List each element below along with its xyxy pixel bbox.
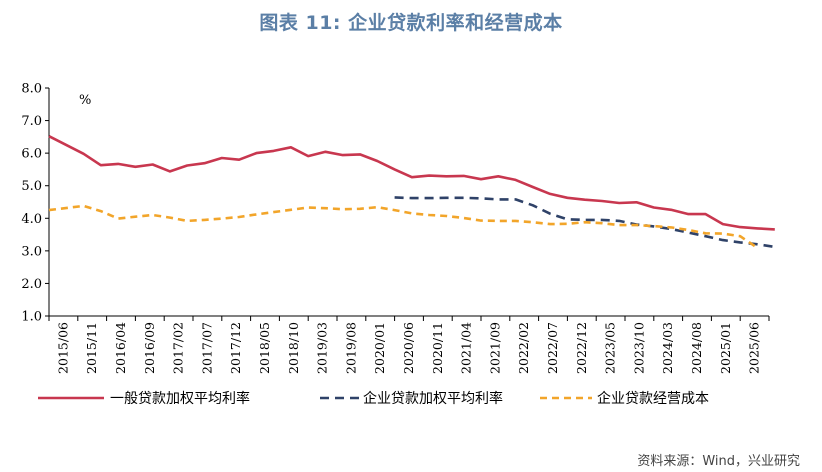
x-tick-label: 2020/06 — [401, 322, 416, 374]
x-tick-label: 2016/09 — [142, 322, 157, 374]
legend-item-3: 企业贷款经营成本 — [540, 390, 709, 407]
x-tick-label: 2017/07 — [199, 322, 214, 374]
series-line-1 — [48, 135, 775, 231]
legend: 一般贷款加权平均利率 企业贷款加权平均利率 企业贷款经营成本 — [38, 390, 709, 407]
x-tick-label: 2023/05 — [603, 322, 618, 374]
x-tick-label: 2019/08 — [343, 322, 358, 374]
y-tick-label: 2.0 — [21, 277, 42, 292]
y-tick-label: 1.0 — [21, 310, 42, 325]
x-tick-label: 2020/11 — [430, 322, 445, 374]
x-axis: 2015/06 2015/11 2016/04 2016/09 2017/02 2017/… — [48, 315, 770, 374]
x-tick-label: 2020/01 — [372, 322, 387, 374]
source-note: 资料来源：Wind，兴业研究 — [637, 454, 800, 469]
x-tick-label: 2022/02 — [516, 322, 531, 374]
x-tick-label: 2018/10 — [286, 322, 301, 374]
y-tick-label: 3.0 — [21, 244, 42, 259]
x-tick-label: 2017/02 — [171, 322, 186, 374]
x-tick-label: 2022/12 — [574, 322, 589, 374]
series-layer — [48, 135, 775, 249]
x-tick-label: 2025/01 — [718, 322, 733, 374]
y-tick-label: 7.0 — [21, 114, 42, 129]
y-axis: 1.0 2.0 3.0 4.0 5.0 6.0 7.0 8.0 — [21, 82, 50, 325]
x-tick-label: 2015/11 — [84, 322, 99, 374]
y-tick-label: 5.0 — [21, 179, 42, 194]
y-tick-label: 8.0 — [21, 82, 42, 97]
x-tick-label: 2022/07 — [545, 322, 560, 374]
x-tick-label: 2024/08 — [689, 322, 704, 374]
x-tick-label: 2024/03 — [660, 322, 675, 374]
x-tick-label: 2016/04 — [113, 322, 128, 374]
legend-label: 一般贷款加权平均利率 — [110, 390, 250, 407]
series-line-3 — [48, 204, 759, 249]
x-tick-label: 2021/04 — [459, 322, 474, 374]
legend-label: 企业贷款经营成本 — [597, 390, 709, 407]
x-tick-label: 2015/06 — [55, 322, 70, 374]
x-tick-label: 2025/06 — [747, 322, 762, 374]
x-tick-label: 2017/12 — [228, 322, 243, 374]
y-axis-unit-label: % — [79, 93, 91, 108]
x-tick-label: 2023/10 — [631, 322, 646, 374]
legend-item-1: 一般贷款加权平均利率 — [38, 390, 250, 407]
chart-title: 图表 11: 企业贷款利率和经营成本 — [259, 12, 563, 34]
legend-item-2: 企业贷款加权平均利率 — [320, 390, 503, 407]
x-tick-label: 2021/09 — [487, 322, 502, 374]
series-line-2 — [394, 196, 775, 249]
x-tick-label: 2018/05 — [257, 322, 272, 374]
legend-label: 企业贷款加权平均利率 — [363, 390, 503, 407]
y-tick-label: 6.0 — [21, 147, 42, 162]
y-tick-label: 4.0 — [21, 212, 42, 227]
x-tick-label: 2019/03 — [315, 322, 330, 374]
